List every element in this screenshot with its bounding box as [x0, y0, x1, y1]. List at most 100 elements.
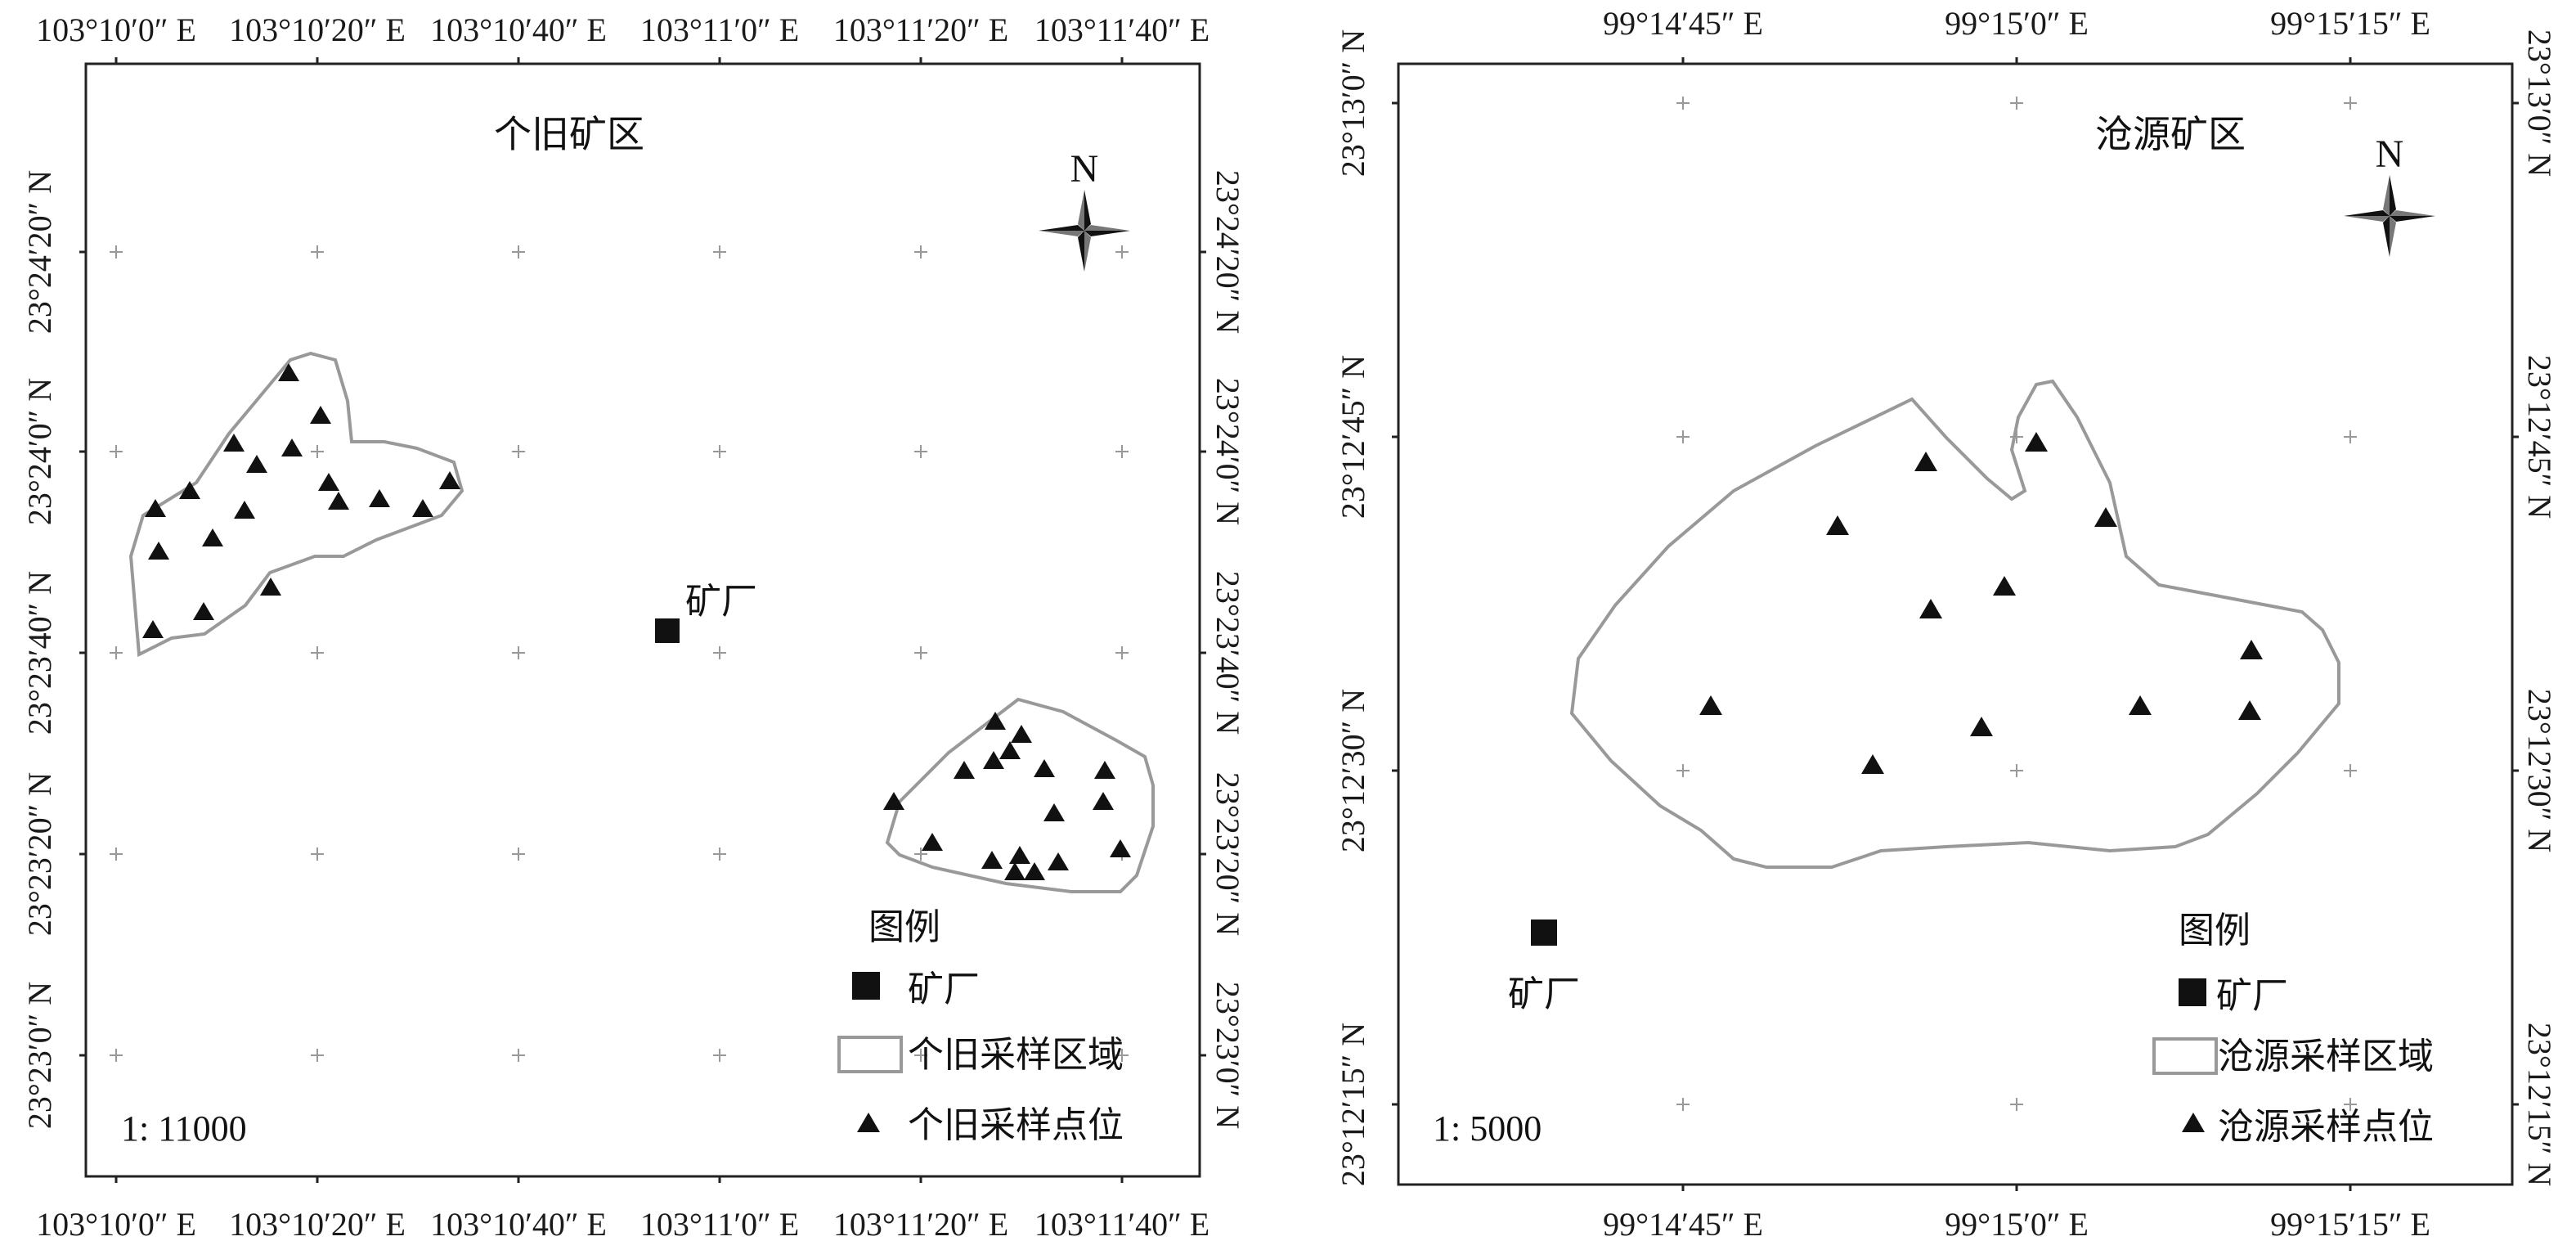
legend-title: 图例: [868, 906, 940, 948]
sampling-point: [1110, 839, 1131, 857]
sampling-point: [193, 602, 214, 620]
graticule-crosses: [1676, 97, 2357, 1111]
lon-tick-label: 103°10′0″ E: [36, 1206, 196, 1243]
lon-tick-label: 103°11′40″ E: [1034, 1206, 1209, 1243]
lon-tick-label: 103°10′40″ E: [430, 1206, 607, 1243]
lon-tick-label: 103°10′40″ E: [430, 11, 607, 48]
sampling-point: [1970, 717, 1993, 736]
sampling-point: [883, 792, 904, 810]
factory-label: 矿厂: [685, 581, 757, 623]
sampling-area: [1569, 379, 2340, 869]
scale-label: 1: 11000: [121, 1108, 247, 1149]
north-label: N: [1070, 147, 1099, 191]
legend: 图例 矿厂 个旧采样区域 个旧采样点位: [837, 906, 1124, 1146]
map-title: 沧源矿区: [2095, 112, 2246, 156]
sampling-point: [1009, 846, 1030, 864]
lon-tick-label: 103°11′0″ E: [640, 1206, 799, 1243]
lat-tick-label: 23°24′0″ N: [21, 378, 58, 525]
lon-tick-label: 103°10′20″ E: [229, 11, 406, 48]
sampling-point: [142, 620, 164, 638]
lat-tick-label: 23°12′15″ N: [1335, 1023, 1371, 1186]
right-lat-ticks: 23°12′15″ N 23°12′30″ N 23°12′45″ N 23°1…: [2512, 29, 2558, 1186]
lon-tick-label: 99°15′15″ E: [2270, 5, 2430, 42]
north-arrow-icon: N: [2344, 133, 2435, 257]
lat-tick-label: 23°24′20″ N: [21, 170, 58, 334]
factory-marker: [655, 618, 680, 643]
sampling-point: [2025, 432, 2048, 452]
left-lat-ticks: 23°23′0″ N 23°23′20″ N 23°23′40″ N 23°24…: [21, 170, 86, 1129]
legend-area-label: 沧源采样区域: [2218, 1036, 2434, 1077]
sampling-point: [999, 741, 1021, 759]
legend-area-label: 个旧采样区域: [908, 1034, 1124, 1076]
left-lat-ticks: 23°12′15″ N 23°12′30″ N 23°12′45″ N 23°1…: [1335, 29, 1398, 1186]
legend-factory-label: 矿厂: [908, 969, 980, 1010]
lat-tick-label: 23°12′45″ N: [1335, 355, 1371, 519]
lat-tick-label: 23°23′0″ N: [21, 982, 58, 1129]
legend-area-swatch: [837, 1036, 903, 1073]
sampling-point: [922, 833, 943, 851]
top-lon-ticks: 99°14′45″ E 99°15′0″ E 99°15′15″ E: [1603, 5, 2430, 64]
lat-tick-label: 23°12′30″ N: [1335, 689, 1371, 852]
sampling-point: [439, 471, 460, 489]
sampling-point: [1004, 862, 1025, 880]
map-title: 个旧矿区: [494, 112, 644, 156]
legend-point-swatch: [857, 1113, 880, 1132]
lon-tick-label: 103°11′40″ E: [1034, 11, 1209, 48]
lon-tick-label: 99°14′45″ E: [1603, 1206, 1763, 1243]
sampling-point: [954, 761, 975, 779]
sampling-point: [318, 473, 339, 491]
sampling-point: [278, 363, 299, 381]
sampling-point: [369, 489, 390, 507]
sampling-point: [981, 851, 1003, 869]
sampling-point: [1093, 792, 1114, 810]
scale-label: 1: 5000: [1433, 1108, 1542, 1149]
sampling-point: [1048, 852, 1069, 870]
graticule-crosses: [110, 245, 1129, 1062]
lat-tick-label: 23°23′40″ N: [21, 571, 58, 735]
lat-tick-label: 23°23′40″ N: [1209, 571, 1246, 735]
sampling-point: [246, 455, 267, 473]
sampling-point: [1914, 452, 1937, 471]
sampling-point: [1993, 576, 2016, 596]
lat-tick-label: 23°13′0″ N: [1335, 29, 1371, 177]
factory-marker: [1531, 920, 1557, 946]
sampling-point: [260, 578, 281, 596]
lon-tick-label: 99°15′15″ E: [2270, 1206, 2430, 1243]
bottom-lon-ticks: 103°10′0″ E 103°10′20″ E 103°10′40″ E 10…: [36, 1176, 1209, 1243]
sampling-point: [179, 481, 200, 499]
sampling-points-gejiu: [142, 363, 1131, 880]
sampling-point: [234, 501, 255, 519]
lon-tick-label: 103°10′20″ E: [229, 1206, 406, 1243]
sampling-point: [223, 434, 245, 452]
sampling-point: [1043, 803, 1065, 821]
lon-tick-label: 99°15′0″ E: [1945, 5, 2089, 42]
legend-points-label: 个旧采样点位: [908, 1104, 1124, 1146]
lat-tick-label: 23°12′30″ N: [2521, 689, 2558, 852]
sampling-point: [1861, 754, 1884, 774]
sampling-area-east: [885, 697, 1155, 893]
sampling-point: [328, 492, 349, 510]
lat-tick-label: 23°23′0″ N: [1209, 982, 1246, 1129]
sampling-point: [281, 438, 303, 456]
legend: 图例 矿厂 沧源采样区域 沧源采样点位: [2152, 910, 2434, 1148]
sampling-point: [2129, 695, 2152, 715]
sampling-point: [1826, 515, 1849, 535]
map-gejiu: 103°10′0″ E 103°10′20″ E 103°10′40″ E 10…: [21, 11, 1246, 1243]
lat-tick-label: 23°12′15″ N: [2521, 1023, 2558, 1186]
legend-point-swatch: [2182, 1113, 2205, 1132]
sampling-point: [202, 528, 223, 546]
map-cangyuan: 99°14′45″ E 99°15′0″ E 99°15′15″ E 99°14…: [1335, 5, 2558, 1243]
sampling-point: [412, 499, 433, 517]
legend-factory-swatch: [2179, 978, 2206, 1006]
lon-tick-label: 103°10′0″ E: [36, 11, 196, 48]
legend-area-swatch: [2152, 1037, 2218, 1075]
right-lat-ticks: 23°23′0″ N 23°23′20″ N 23°23′40″ N 23°24…: [1200, 170, 1246, 1129]
map-frame: [1397, 62, 2514, 1186]
sampling-point: [983, 751, 1004, 769]
top-lon-ticks: 103°10′0″ E 103°10′20″ E 103°10′40″ E 10…: [36, 11, 1209, 64]
north-label: N: [2376, 133, 2404, 176]
sampling-points-cangyuan: [1699, 432, 2263, 774]
legend-factory-label: 矿厂: [2216, 975, 2288, 1017]
sampling-point: [1024, 862, 1045, 880]
